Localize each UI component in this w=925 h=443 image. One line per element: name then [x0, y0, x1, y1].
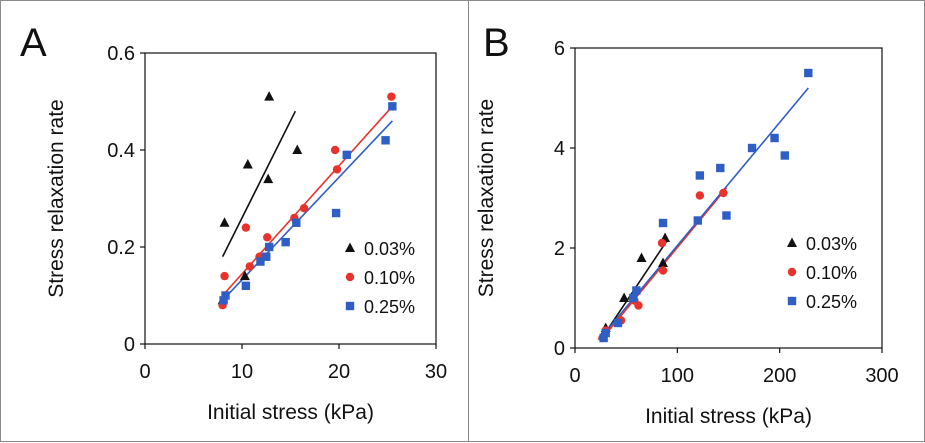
panel-a-x-tick-label: 20: [328, 361, 350, 383]
panel-b-y-tick-label: 0: [554, 338, 565, 360]
panel-a-series-3-point: [241, 281, 251, 290]
panel-b-y-tick-label: 4: [554, 138, 565, 160]
panel-a-legend-marker-2: [345, 272, 355, 282]
panel-b-series-3-point: [629, 293, 638, 303]
panel-b-series-3-point: [780, 151, 789, 160]
panel-b-y-tick-label: 6: [554, 38, 565, 60]
panel-b-series-2-point: [657, 238, 667, 248]
panel-b-series-3-point: [770, 133, 779, 143]
panel-b-series-3-point: [632, 286, 641, 295]
panel-a-series-2-point: [245, 262, 254, 271]
panel-a-x-axis-title: Initial stress (kPa): [207, 401, 374, 424]
panel-b-legend-marker-3: [787, 296, 797, 306]
panel-b-x-tick-label: 300: [865, 365, 898, 387]
panel-b-series-3-point: [716, 163, 725, 173]
panel-a-series-3-point: [219, 296, 228, 305]
panel-b-series-3-point: [599, 333, 608, 343]
panel-a-legend-label-1: 0.03%: [364, 239, 415, 259]
panel-b-series-3-point: [601, 328, 610, 338]
panel-a-legend-marker-3: [345, 301, 355, 311]
panel-a-x-tick-label: 30: [425, 361, 447, 383]
panel-b-series-1-point: [658, 257, 669, 267]
panel-b-x-tick-label: 0: [569, 365, 580, 387]
panel-a-series-1-fit-line: [221, 110, 297, 258]
panel-a-y-tick-label: 0: [124, 334, 135, 356]
panel-b-legend-marker-2: [787, 267, 797, 277]
panel-a-series-3-point: [292, 218, 301, 227]
panel-b-series-3-point: [695, 171, 705, 180]
panel-a-series-1-point: [264, 91, 275, 101]
panel-b-plot-area: [574, 47, 883, 349]
panel-a-y-tick-label: 0.2: [107, 237, 135, 259]
panel-a-series-3-point: [342, 150, 351, 160]
panel-a-plot-area: [144, 52, 437, 345]
panel-a-series-2-point: [330, 145, 340, 155]
panel-b-x-axis-title: Initial stress (kPa): [645, 405, 812, 428]
panel-a-series-1-point: [242, 159, 253, 169]
panel-b-series-3-point: [722, 211, 731, 220]
panel-b-letter: B: [483, 21, 510, 65]
panel-a-legend-label-3: 0.25%: [364, 297, 415, 317]
panel-b-legend-label-2: 0.10%: [806, 263, 857, 283]
panel-b-series-1-point: [619, 292, 630, 302]
panel-a-series-3-point: [264, 242, 274, 252]
panel-b-y-tick-label: 2: [554, 238, 565, 260]
panel-b-series-2-point: [695, 191, 705, 200]
panel-b-x-tick-label: 100: [661, 365, 694, 387]
panel-a-series-2-point: [299, 204, 309, 213]
panel-a-series-2-point: [387, 92, 396, 101]
panel-b-series-2-point: [658, 266, 668, 275]
panel-a-series-1-point: [263, 173, 274, 184]
panel-b-series-3-point: [613, 318, 623, 328]
panel-a-series-3-point: [281, 237, 290, 247]
panel-b-legend-marker-1: [787, 237, 797, 247]
panel-a-series-3-point: [221, 291, 230, 300]
panel-a-legend-marker-1: [345, 242, 355, 252]
panel-a-y-tick-label: 0.4: [107, 140, 135, 162]
panel-a-series-1-point: [292, 144, 303, 154]
panel-a-y-tick-label: 0.6: [107, 43, 135, 65]
panel-b-series-2-point: [634, 301, 643, 310]
panel-a-letter: A: [20, 21, 47, 65]
panel-b-series-3-point: [804, 68, 813, 78]
panel-b-x-tick-label: 200: [763, 365, 796, 387]
panel-a-series-2-point: [241, 223, 251, 232]
panel-b-legend-label-1: 0.03%: [806, 234, 857, 254]
panel-a-legend-label-2: 0.10%: [364, 268, 415, 288]
panel-a-series-3-point: [256, 257, 265, 266]
panel-a-x-tick-label: 10: [231, 361, 253, 383]
panel-b-series-3-point: [658, 218, 668, 228]
panel-a-series-3-point: [262, 252, 271, 261]
panel-a-series-2-point: [263, 233, 272, 242]
panel-a-series-3-point: [381, 136, 390, 145]
panel-a-series-1-point: [219, 217, 230, 227]
panel-b-series-2-point: [719, 188, 728, 198]
panel-b-y-axis-title: Stress relaxation rate: [475, 99, 498, 297]
panel-a-series-2-point: [332, 165, 342, 174]
panel-a-series-2-point: [220, 271, 229, 281]
panel-b-legend-label-3: 0.25%: [806, 292, 857, 312]
panel-a-series-3-point: [388, 102, 397, 111]
panel-a-series-3-point: [331, 208, 341, 218]
panel-b-series-3-point: [747, 143, 757, 153]
panel-b-series-1-point: [636, 252, 647, 262]
panel-a-x-tick-label: 0: [139, 361, 150, 383]
panel-a-y-axis-title: Stress relaxation rate: [45, 99, 68, 297]
panel-b-series-3-point: [693, 216, 702, 225]
panel-a-series-1-point: [239, 270, 250, 281]
